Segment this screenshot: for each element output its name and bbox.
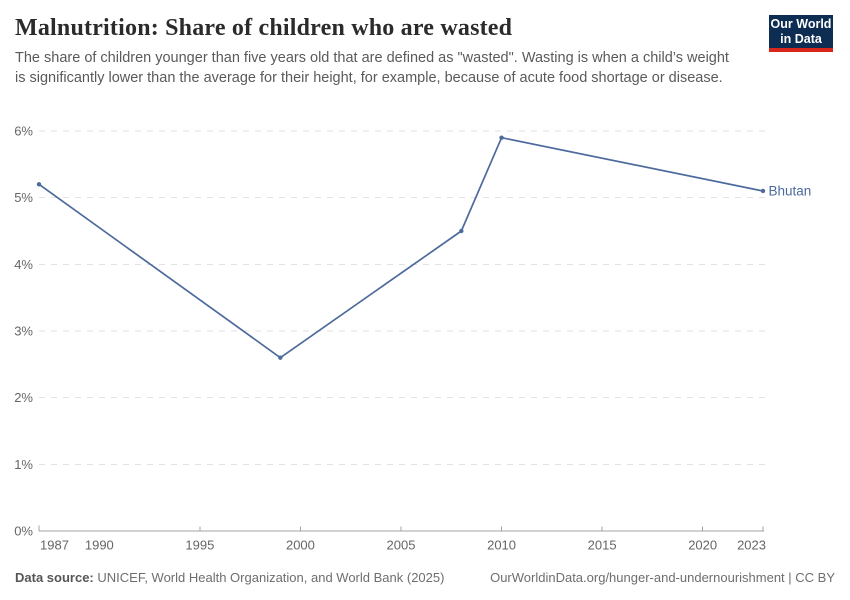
series-label-bhutan[interactable]: Bhutan bbox=[769, 184, 812, 199]
x-axis-label: 2000 bbox=[286, 538, 315, 553]
data-point[interactable] bbox=[760, 188, 766, 194]
chart-footer: Data source: UNICEF, World Health Organi… bbox=[15, 570, 835, 586]
attribution: OurWorldinData.org/hunger-and-undernouri… bbox=[490, 570, 835, 585]
x-axis-label: 2020 bbox=[688, 538, 717, 553]
logo-line-1: Our World bbox=[770, 16, 832, 31]
x-axis-label: 1995 bbox=[185, 538, 214, 553]
y-axis-label: 3% bbox=[14, 324, 33, 339]
chart-subtitle: The share of children younger than five … bbox=[15, 50, 729, 86]
page-title: Malnutrition: Share of children who are … bbox=[15, 15, 513, 41]
chart-header: Malnutrition: Share of children who are … bbox=[15, 14, 835, 88]
x-axis-label: 2023 bbox=[737, 538, 766, 553]
y-axis-label: 2% bbox=[14, 390, 33, 405]
data-point[interactable] bbox=[459, 228, 464, 234]
data-point[interactable] bbox=[499, 135, 504, 140]
series-line-bhutan[interactable] bbox=[38, 136, 764, 359]
x-axis-label: 1987 bbox=[40, 538, 69, 553]
y-axis-label: 0% bbox=[14, 524, 33, 539]
x-axis-label: 2015 bbox=[588, 538, 617, 553]
y-axis-label: 4% bbox=[14, 257, 33, 272]
x-axis-label: 2010 bbox=[487, 538, 516, 553]
y-axis-label: 5% bbox=[14, 190, 33, 205]
owid-logo: Our World in Data bbox=[769, 15, 833, 52]
data-source-text: UNICEF, World Health Organization, and W… bbox=[97, 570, 445, 585]
data-source: Data source: UNICEF, World Health Organi… bbox=[15, 570, 444, 586]
y-axis-label: 1% bbox=[14, 457, 33, 472]
data-point[interactable] bbox=[278, 355, 283, 360]
y-axis-label: 6% bbox=[14, 124, 33, 139]
x-axis-label: 1990 bbox=[85, 538, 114, 553]
logo-line-2: in Data bbox=[780, 31, 822, 46]
data-point[interactable] bbox=[36, 182, 42, 187]
x-axis-label: 2005 bbox=[387, 538, 416, 553]
data-source-label: Data source: bbox=[15, 570, 94, 585]
